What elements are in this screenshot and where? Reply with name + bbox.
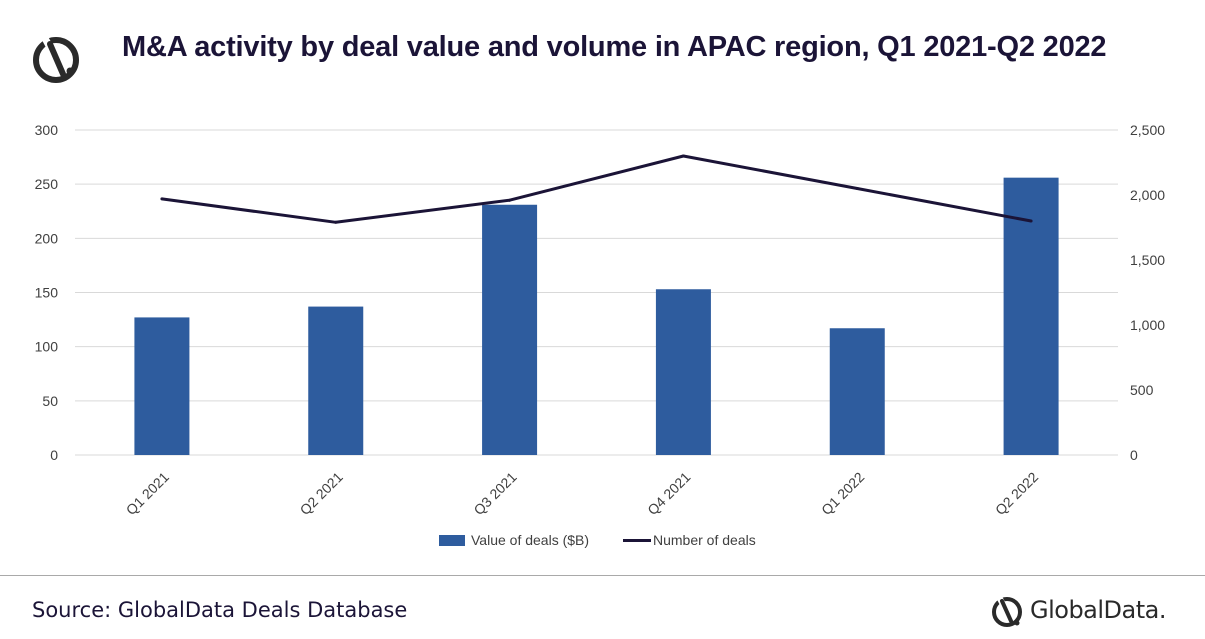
line-point bbox=[681, 154, 685, 158]
brand-name: GlobalData. bbox=[1030, 596, 1167, 624]
y-right-tick-label: 1,500 bbox=[1130, 252, 1165, 268]
y-right-tick-label: 0 bbox=[1130, 447, 1138, 463]
legend-swatch-bar bbox=[439, 534, 465, 546]
legend-item-bar: Value of deals ($B) bbox=[439, 532, 589, 548]
y-left-tick-label: 100 bbox=[35, 339, 59, 355]
legend-item-line: Number of deals bbox=[623, 532, 756, 548]
y-right-tick-label: 2,000 bbox=[1130, 187, 1165, 203]
bar bbox=[308, 306, 364, 455]
legend-label-line: Number of deals bbox=[653, 532, 756, 548]
legend: Value of deals ($B) Number of deals bbox=[0, 532, 1205, 554]
chart-title: M&A activity by deal value and volume in… bbox=[122, 31, 1107, 63]
globaldata-logo-icon bbox=[33, 36, 79, 83]
line-point bbox=[334, 220, 338, 224]
footer-divider bbox=[0, 575, 1205, 576]
bar bbox=[1003, 177, 1059, 455]
y-left-tick-label: 150 bbox=[35, 285, 59, 301]
x-tick-label: Q1 2021 bbox=[123, 469, 172, 518]
line-point bbox=[1029, 219, 1033, 223]
bar bbox=[134, 317, 190, 455]
x-tick-label: Q3 2021 bbox=[470, 469, 519, 518]
bar bbox=[482, 204, 538, 455]
legend-label-bar: Value of deals ($B) bbox=[471, 532, 590, 548]
chart: 0 50 100 150 200 250 300 0 500 1,000 1,500 2,000 2,5… bbox=[35, 122, 1166, 518]
bar bbox=[655, 289, 711, 455]
y-right-tick-label: 500 bbox=[1130, 382, 1154, 398]
bar bbox=[829, 328, 885, 455]
line-series bbox=[161, 154, 1032, 224]
y-left-tick-label: 0 bbox=[50, 447, 58, 463]
x-tick-label: Q2 2022 bbox=[992, 469, 1041, 518]
x-tick-label: Q4 2021 bbox=[644, 469, 693, 518]
y-left-tick-label: 300 bbox=[35, 122, 59, 138]
y-right-tick-label: 1,000 bbox=[1130, 317, 1165, 333]
line-point bbox=[855, 187, 859, 190]
y-left-tick-label: 200 bbox=[35, 230, 59, 246]
x-tick-label: Q1 2022 bbox=[818, 469, 867, 518]
line-point bbox=[508, 198, 512, 202]
brand-logo: GlobalData. bbox=[988, 590, 1198, 632]
legend-swatch-line bbox=[623, 538, 651, 542]
line-point bbox=[160, 197, 164, 201]
globaldata-logo-icon bbox=[992, 596, 1022, 627]
y-left-tick-label: 50 bbox=[42, 393, 58, 409]
y-left-tick-label: 250 bbox=[35, 176, 59, 192]
source-note: Source: GlobalData Deals Database bbox=[32, 598, 408, 622]
x-tick-label: Q2 2021 bbox=[297, 469, 346, 518]
y-right-tick-label: 2,500 bbox=[1130, 122, 1165, 138]
